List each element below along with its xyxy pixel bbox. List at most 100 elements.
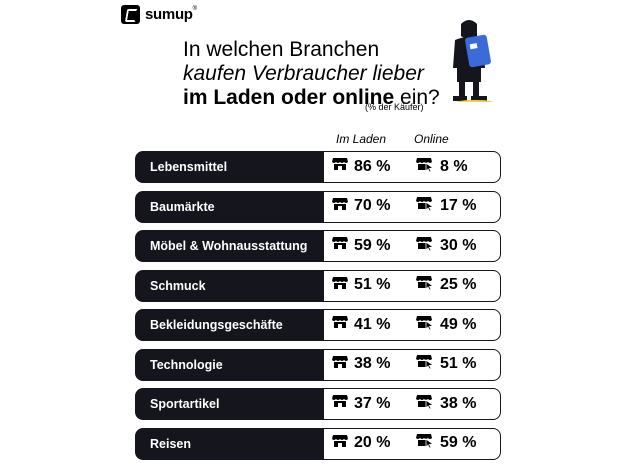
unit-label: % — [376, 394, 391, 412]
table-row: Technologie 38 % 51 % — [135, 348, 501, 381]
online-value: 38 % — [416, 389, 476, 418]
in-store-percent: 70 — [354, 197, 372, 214]
column-header-online: Online — [414, 132, 449, 146]
table-row: Sportartikel 37 % 38 % — [135, 388, 501, 420]
values-box: 51 % 25 % — [323, 269, 501, 302]
cursor-store-icon — [416, 394, 440, 414]
in-store-value: 70 % — [332, 192, 390, 221]
online-percent: 30 — [440, 236, 458, 254]
unit-label: % — [462, 394, 477, 412]
storefront-icon — [332, 276, 354, 295]
in-store-value: 86 % — [332, 152, 390, 181]
in-store-value: 20 % — [332, 429, 390, 458]
table-row: Möbel & Wohnausstattung 59 % 30 % — [135, 230, 501, 262]
unit-label: % — [376, 157, 391, 175]
unit-label: % — [462, 355, 477, 372]
online-percent: 59 — [440, 434, 458, 451]
sumup-logo-icon — [121, 5, 140, 24]
cursor-store-icon — [416, 354, 440, 374]
in-store-percent: 38 — [354, 355, 372, 372]
headline-emphasis: im Laden oder online — [183, 86, 395, 109]
brand-logo: sumup® — [121, 5, 197, 24]
table-row: Baumärkte 70 % 17 % — [135, 190, 501, 223]
in-store-percent: 86 — [354, 157, 372, 175]
unit-label: % — [376, 315, 391, 333]
in-store-value: 41 % — [332, 310, 390, 339]
headline-line-1: In welchen Branchen — [183, 38, 380, 61]
storefront-icon — [332, 355, 354, 374]
online-percent: 25 — [440, 276, 458, 293]
category-label: Lebensmittel — [135, 151, 325, 183]
category-label: Schmuck — [135, 269, 325, 302]
in-store-percent: 41 — [354, 315, 372, 333]
values-box: 20 % 59 % — [323, 427, 501, 460]
cursor-store-icon — [416, 315, 440, 335]
online-value: 8 % — [416, 152, 468, 181]
storefront-icon — [332, 394, 354, 413]
shopping-table: Lebensmittel 86 % 8 % Baumärkte 70 % 17 % Möbe… — [135, 151, 501, 467]
category-label: Technologie — [135, 348, 325, 381]
online-percent: 51 — [440, 355, 458, 372]
storefront-icon — [332, 236, 354, 255]
column-header-in-store: Im Laden — [336, 132, 387, 146]
unit-label: % — [462, 197, 477, 214]
category-label: Bekleidungsgeschäfte — [135, 309, 325, 341]
online-value: 17 % — [416, 192, 476, 221]
unit-note: (% der Käufer) — [365, 102, 424, 112]
in-store-value: 51 % — [332, 271, 390, 300]
storefront-icon — [332, 434, 354, 453]
online-value: 59 % — [416, 429, 476, 458]
storefront-icon — [332, 315, 354, 334]
cursor-store-icon — [416, 275, 440, 295]
category-label: Reisen — [135, 427, 325, 460]
values-box: 41 % 49 % — [323, 309, 501, 341]
online-percent: 17 — [440, 197, 458, 214]
in-store-percent: 37 — [354, 394, 372, 412]
table-row: Schmuck 51 % 25 % — [135, 269, 501, 302]
online-value: 51 % — [416, 350, 476, 379]
headline-line-2: kaufen Verbraucher lieber — [183, 62, 424, 85]
online-value: 30 % — [416, 231, 476, 260]
values-box: 37 % 38 % — [323, 388, 501, 420]
online-value: 49 % — [416, 310, 476, 339]
in-store-value: 59 % — [332, 231, 390, 260]
values-box: 70 % 17 % — [323, 190, 501, 223]
online-percent: 8 — [440, 157, 449, 175]
brand-name: sumup® — [145, 6, 197, 23]
cursor-store-icon — [416, 433, 440, 453]
unit-label: % — [376, 276, 391, 293]
category-label: Sportartikel — [135, 388, 325, 420]
storefront-icon — [332, 197, 354, 216]
unit-label: % — [462, 236, 477, 254]
headline: In welchen Branchen kaufen Verbraucher l… — [183, 38, 440, 110]
online-percent: 38 — [440, 394, 458, 412]
unit-label: % — [376, 434, 391, 451]
online-value: 25 % — [416, 271, 476, 300]
unit-label: % — [376, 197, 391, 214]
unit-label: % — [376, 236, 391, 254]
unit-label: % — [376, 355, 391, 372]
in-store-percent: 59 — [354, 236, 372, 254]
headline-line-3-rest: ein? — [394, 86, 440, 109]
cursor-store-icon — [416, 236, 440, 256]
table-row: Bekleidungsgeschäfte 41 % 49 % — [135, 309, 501, 341]
in-store-value: 38 % — [332, 350, 390, 379]
unit-label: % — [462, 276, 477, 293]
shopper-illustration — [453, 20, 493, 102]
table-row: Reisen 20 % 59 % — [135, 427, 501, 460]
category-label: Möbel & Wohnausstattung — [135, 230, 325, 262]
cursor-store-icon — [416, 196, 440, 216]
category-label: Baumärkte — [135, 190, 325, 223]
in-store-percent: 51 — [354, 276, 372, 293]
online-percent: 49 — [440, 315, 458, 333]
unit-label: % — [462, 434, 477, 451]
in-store-value: 37 % — [332, 389, 390, 418]
storefront-icon — [332, 157, 354, 176]
values-box: 86 % 8 % — [323, 151, 501, 183]
headline-line-3: im Laden oder online ein? — [183, 86, 440, 110]
values-box: 38 % 51 % — [323, 348, 501, 381]
unit-label: % — [462, 315, 477, 333]
unit-label: % — [453, 157, 468, 175]
table-row: Lebensmittel 86 % 8 % — [135, 151, 501, 183]
in-store-percent: 20 — [354, 434, 372, 451]
